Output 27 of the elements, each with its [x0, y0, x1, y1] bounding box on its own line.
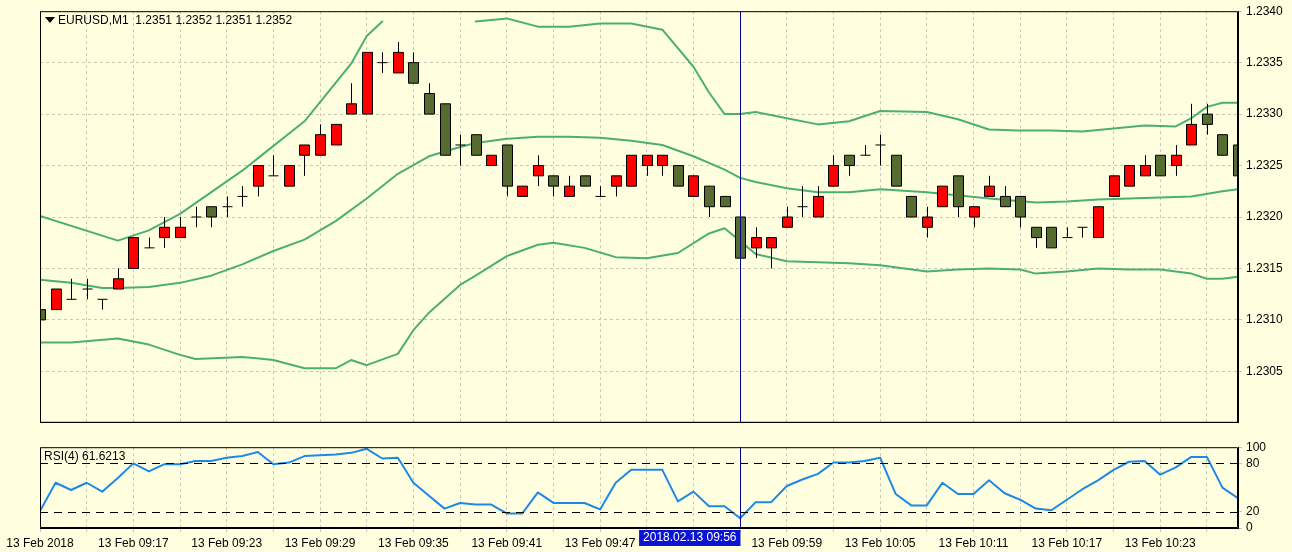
chart-title: EURUSD,M1 1.2351 1.2352 1.2351 1.2352 — [58, 13, 293, 28]
x-tick-label: 13 Feb 09:41 — [471, 535, 543, 550]
y-tick-label: 1.2320 — [1246, 209, 1284, 224]
y-tick-label: 0 — [1246, 520, 1253, 535]
ref-line-label: 2018.02.13 09:56 — [643, 530, 737, 545]
y-tick-label: 1.2315 — [1246, 260, 1284, 275]
y-tick-label: 80 — [1246, 455, 1260, 470]
x-tick-label: 13 Feb 09:47 — [564, 535, 636, 550]
x-tick-label: 13 Feb 2018 — [6, 535, 75, 550]
y-tick-label: 1.2325 — [1246, 157, 1284, 172]
x-tick-label: 13 Feb 09:23 — [191, 535, 263, 550]
y-tick-label: 1.2330 — [1246, 106, 1284, 121]
y-tick-label: 100 — [1246, 439, 1267, 454]
y-tick-label: 1.2340 — [1246, 3, 1284, 18]
y-tick-label: 1.2305 — [1246, 363, 1284, 378]
x-tick-label: 13 Feb 09:35 — [378, 535, 450, 550]
x-tick-label: 13 Feb 10:17 — [1031, 535, 1103, 550]
x-tick-label: 13 Feb 10:05 — [844, 535, 916, 550]
x-tick-label: 13 Feb 10:23 — [1124, 535, 1196, 550]
x-tick-label: 13 Feb 09:17 — [97, 535, 170, 550]
y-tick-label: 1.2310 — [1246, 312, 1284, 327]
x-tick-label: 13 Feb 09:29 — [284, 535, 356, 550]
chart-title: RSI(4) 61.6213 — [44, 449, 126, 464]
y-tick-label: 20 — [1246, 504, 1260, 519]
x-tick-label: 13 Feb 09:59 — [751, 535, 823, 550]
y-tick-label: 1.2335 — [1246, 54, 1284, 69]
x-tick-label: 13 Feb 10:11 — [938, 535, 1009, 550]
